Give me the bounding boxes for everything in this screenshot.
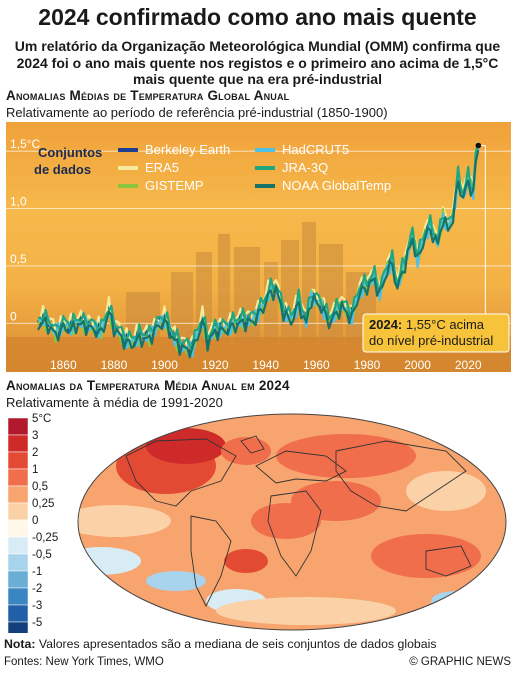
legend-label: JRA-3Q	[282, 160, 328, 175]
y-axis-labels: 0 0,5 1,0 1,5°C	[10, 137, 40, 323]
x-tick-label: 1960	[303, 358, 330, 372]
credit-text: © GRAPHIC NEWS	[409, 656, 511, 668]
x-tick-label: 1880	[101, 358, 128, 372]
scale-label: -0,5	[32, 549, 52, 561]
scale-swatch	[7, 553, 29, 572]
anomaly-map-panel: 5°C 3 2 1 0,5 0,25 0 -0,25 -0,5 -1 -2 -3 -5	[7, 413, 507, 633]
scale-label: -2	[32, 583, 42, 595]
scale-swatch	[7, 519, 29, 538]
scale-swatch	[7, 604, 29, 623]
world-map	[77, 413, 507, 631]
series-lines	[36, 141, 480, 359]
callout-year: 2024:	[369, 317, 402, 332]
y-tick-label: 0,5	[10, 252, 27, 266]
scale-label: -1	[32, 566, 42, 578]
scale-swatch	[7, 502, 29, 521]
scale-label: -0,25	[32, 532, 58, 544]
section1-subheading: Relativamente ao período de referência p…	[6, 105, 388, 120]
series-line-5	[37, 149, 480, 359]
legend-title-line1: Conjuntos	[38, 145, 102, 160]
page-title: 2024 confirmado como ano mais quente	[38, 4, 477, 30]
y-tick-label: 0	[10, 309, 17, 323]
highlight-2024	[475, 142, 486, 314]
scale-label: 2	[32, 447, 38, 459]
scale-swatch	[7, 587, 29, 606]
svg-text:2024: 1,55°C acima: 2024: 1,55°C acima	[369, 317, 485, 332]
color-scale: 5°C 3 2 1 0,5 0,25 0 -0,25 -0,5 -1 -2 -3 -5	[7, 413, 58, 633]
scale-label: 0,5	[32, 481, 48, 493]
scale-swatch	[7, 621, 29, 633]
scale-label: 1	[32, 464, 38, 476]
scale-label: -5	[32, 617, 42, 629]
section2-subheading: Relativamente à média de 1991-2020	[6, 395, 223, 410]
callout-box: 2024: 1,55°C acima do nível pré-industri…	[362, 313, 510, 353]
scale-swatch	[7, 417, 29, 436]
legend: Conjuntos de dados Berkeley Earth ERA5 GIS…	[34, 142, 391, 193]
temperature-chart: 0 0,5 1,0 1,5°C 1860 1880 1900 1920 1940 1960 198…	[6, 122, 511, 372]
section1-heading: Anomalias Médias de Temperatura Global A…	[6, 88, 290, 103]
highlight-point	[475, 142, 482, 149]
x-tick-label: 1860	[50, 358, 77, 372]
x-tick-label: 1940	[252, 358, 279, 372]
scale-swatch	[7, 570, 29, 589]
x-tick-label: 2000	[404, 358, 431, 372]
note-label: Nota:	[4, 637, 36, 651]
legend-label: HadCRUT5	[282, 142, 349, 157]
scale-label: 0	[32, 515, 38, 527]
x-tick-label: 2020	[455, 358, 482, 372]
legend-label: Berkeley Earth	[145, 142, 230, 157]
y-tick-label: 1,0	[10, 195, 27, 209]
legend-title-line2: de dados	[34, 162, 91, 177]
scale-swatch	[7, 434, 29, 453]
x-tick-label: 1920	[202, 358, 229, 372]
intro-text: Um relatório da Organização Meteorológic…	[14, 38, 501, 87]
x-tick-label: 1900	[151, 358, 178, 372]
scale-label: 3	[32, 430, 38, 442]
note: Nota: Valores apresentados são a mediana…	[4, 637, 509, 651]
legend-label: NOAA GlobalTemp	[282, 178, 391, 193]
scale-label: 0,25	[32, 498, 54, 510]
coastlines	[125, 435, 472, 608]
scale-label: 5°C	[32, 413, 51, 425]
legend-label: ERA5	[145, 160, 179, 175]
note-text: Valores apresentados são a mediana de se…	[35, 637, 437, 651]
scale-swatch	[7, 485, 29, 504]
y-tick-label: 1,5°C	[10, 137, 40, 151]
x-tick-label: 1980	[354, 358, 381, 372]
scale-swatch	[7, 451, 29, 470]
scale-swatch	[7, 536, 29, 555]
scale-label: -3	[32, 600, 42, 612]
section2-heading: Anomalias da Temperatura Média Anual em …	[6, 378, 290, 393]
footer: Fontes: New York Times, WMO © GRAPHIC NE…	[4, 656, 511, 668]
legend-label: GISTEMP	[145, 178, 204, 193]
callout-line1: 1,55°C acima	[402, 317, 485, 332]
scale-swatch	[7, 468, 29, 487]
x-axis-labels: 1860 1880 1900 1920 1940 1960 1980 2000 2020	[50, 358, 482, 372]
sources-text: Fontes: New York Times, WMO	[4, 656, 164, 668]
callout-line2: do nível pré-industrial	[369, 333, 493, 348]
